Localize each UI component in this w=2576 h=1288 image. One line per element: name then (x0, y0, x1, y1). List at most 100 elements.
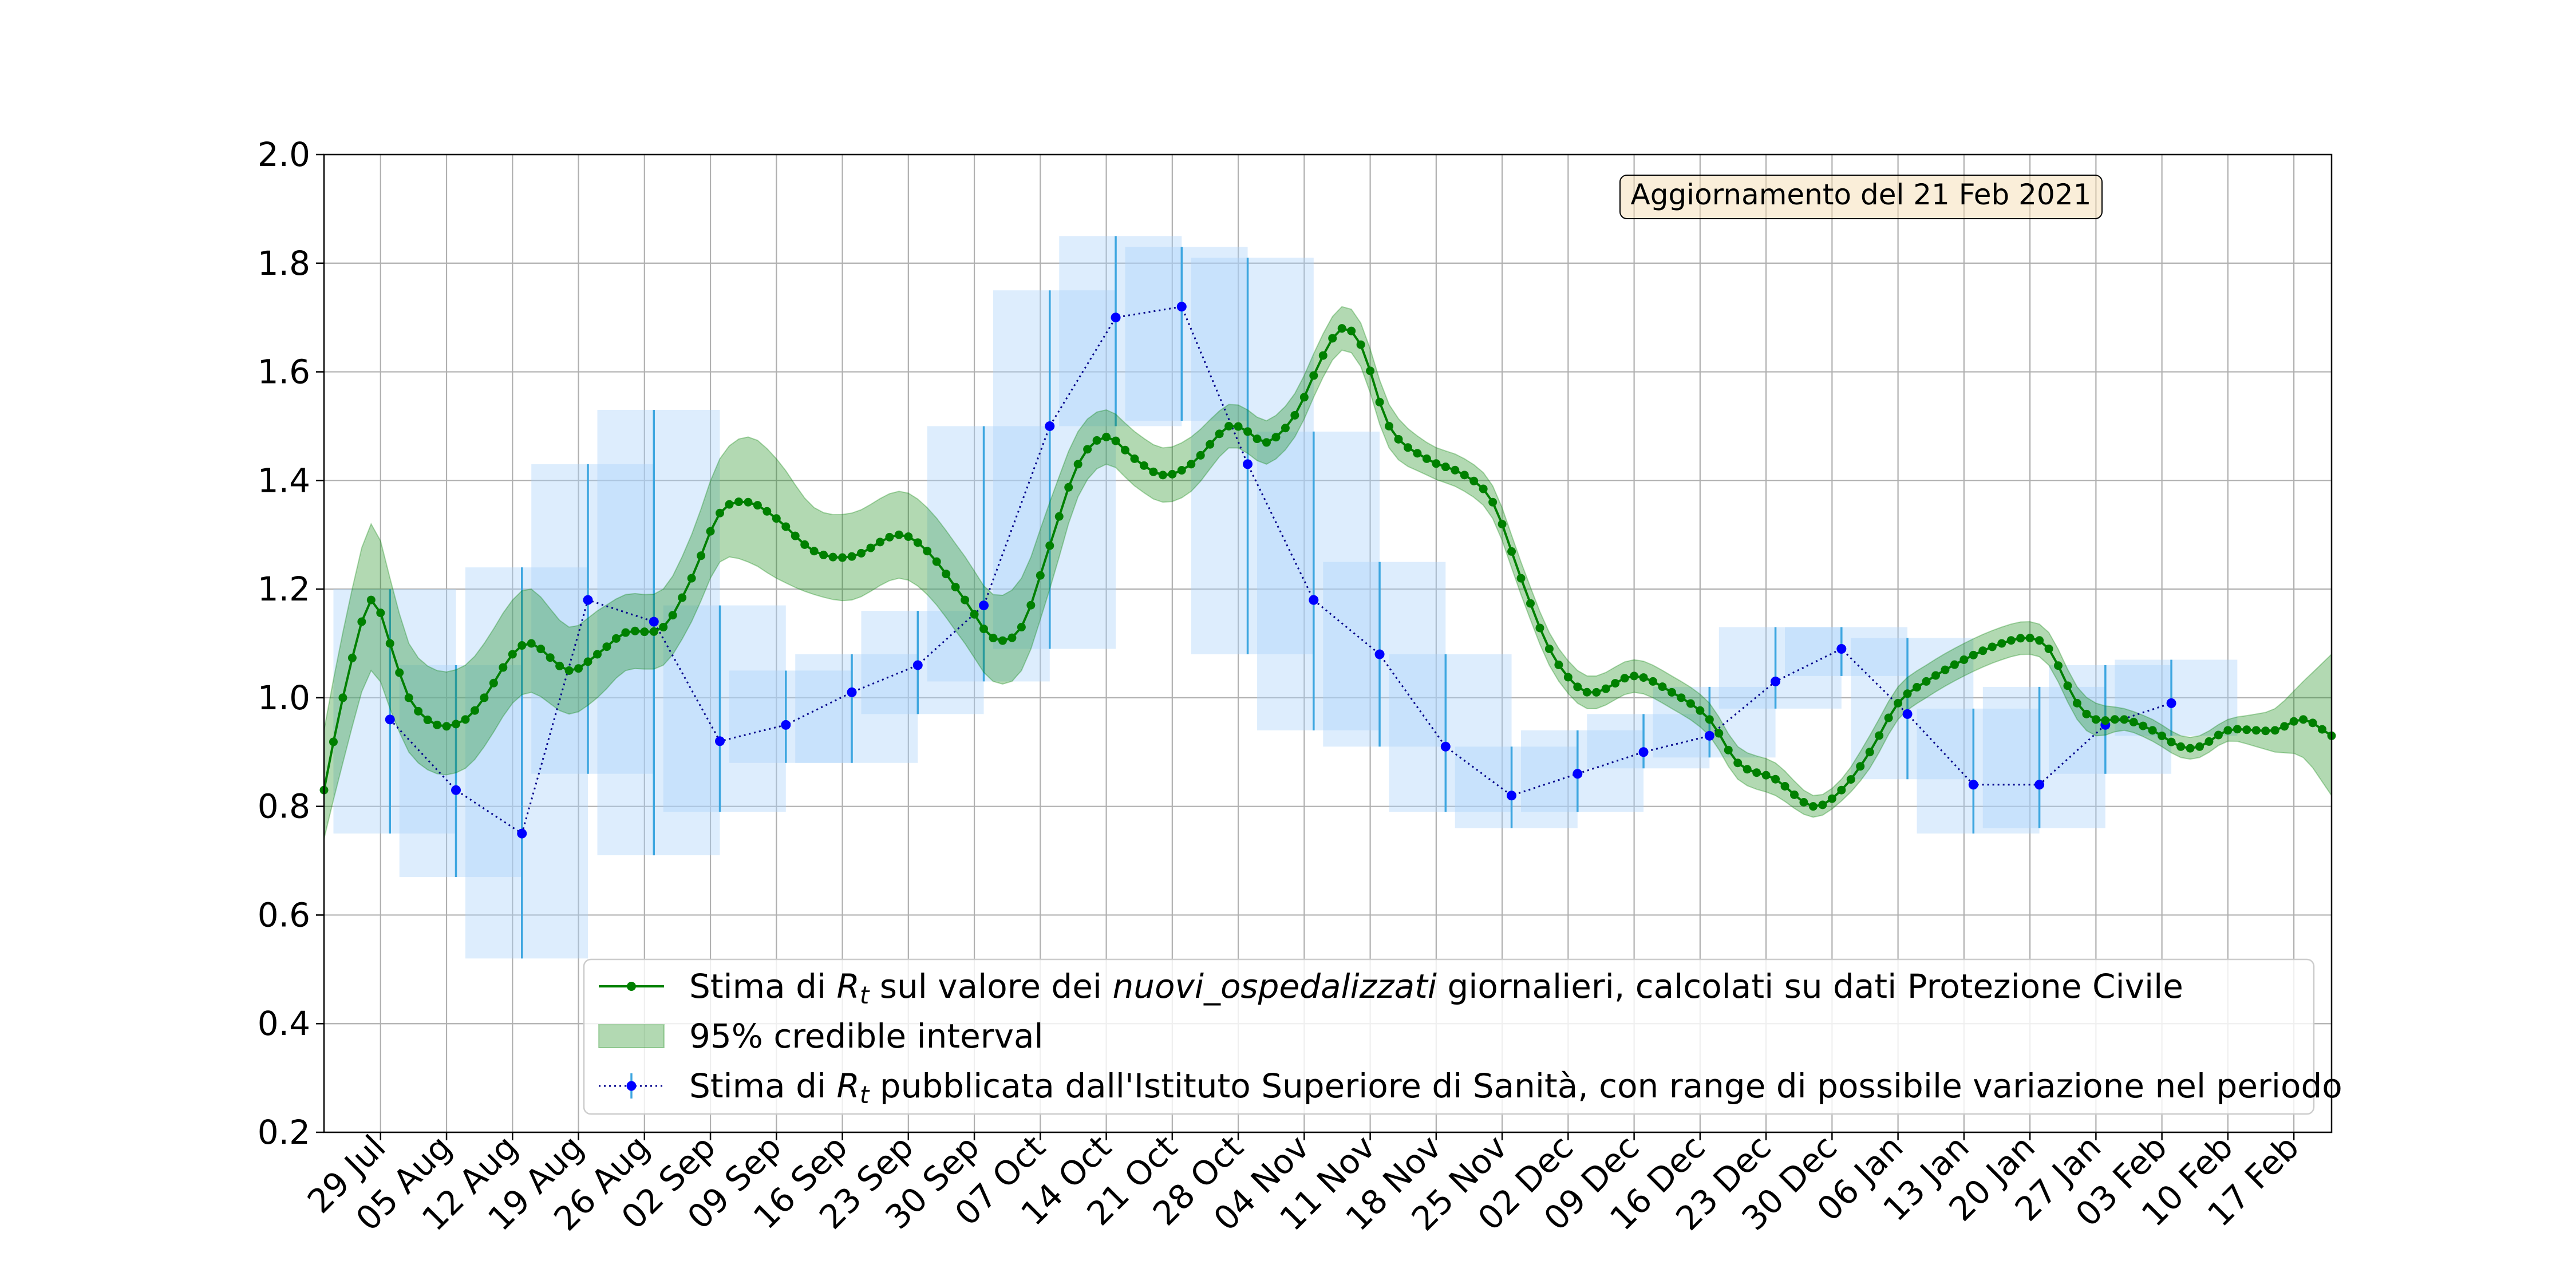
rt-hospital-series (319, 324, 2336, 811)
rt-point (904, 532, 913, 541)
rt-point (1752, 768, 1761, 777)
legend-label-part: Stima di (689, 967, 837, 1006)
rt-point (649, 627, 658, 636)
rt-point (1592, 688, 1601, 697)
rt-point (1658, 682, 1667, 692)
rt-point (2176, 742, 2186, 751)
y-tick-label: 1.0 (258, 678, 310, 717)
iss-point (1440, 741, 1451, 752)
rt-point (517, 641, 527, 650)
rt-point (2016, 634, 2025, 643)
iss-point (1638, 747, 1649, 757)
rt-point (1620, 674, 1629, 683)
rt-point (2299, 715, 2308, 724)
rt-point (1573, 682, 1582, 692)
y-tick-label: 0.6 (258, 895, 310, 934)
iss-period-box (1059, 236, 1182, 426)
rt-point (1601, 684, 1610, 693)
iss-period-box (465, 567, 588, 959)
iss-point (1771, 676, 1781, 686)
rt-point (1234, 422, 1243, 431)
rt-point (1224, 421, 1234, 430)
iss-series (385, 302, 2176, 839)
rt-point (1187, 460, 1196, 469)
rt-point (2318, 725, 2327, 734)
rt-point (1328, 334, 1337, 343)
rt-point (668, 611, 677, 620)
rt-point (1460, 471, 1469, 480)
rt-point (395, 668, 404, 677)
rt-point (1356, 340, 1365, 349)
y-tick-label: 2.0 (258, 135, 310, 174)
legend-label-part: R (837, 967, 860, 1006)
rt-point (1318, 351, 1327, 360)
rt-point (442, 722, 451, 731)
rt-point (357, 617, 366, 626)
iss-period-box (1785, 627, 1908, 676)
rt-point (1281, 424, 1290, 433)
rt-point (1582, 688, 1591, 697)
rt-point (1413, 449, 1422, 458)
rt-point (2006, 636, 2016, 645)
rt-point (1102, 432, 1111, 441)
rt-point (800, 540, 809, 549)
rt-point (932, 557, 941, 566)
iss-period-box (861, 611, 984, 714)
rt-point (1158, 471, 1167, 480)
rt-point (2223, 726, 2233, 735)
rt-point (1837, 785, 1846, 795)
rt-point (1488, 497, 1498, 507)
rt-point (1611, 679, 1620, 688)
rt-point (1253, 434, 1262, 444)
rt-point (1554, 660, 1563, 669)
rt-point (1083, 445, 1092, 454)
rt-point (998, 636, 1007, 645)
rt-point (1177, 466, 1186, 475)
rt-point (611, 634, 621, 643)
rt-point (1498, 520, 1507, 529)
rt-point (2158, 731, 2167, 740)
rt-point (1978, 646, 1988, 655)
rt-point (2054, 661, 2063, 670)
rt-point (951, 583, 960, 592)
legend-label-part: Stima di (689, 1066, 837, 1105)
rt-point (1337, 324, 1346, 333)
rt-point (1299, 393, 1309, 402)
iss-line (389, 306, 2172, 835)
rt-point (1865, 748, 1874, 757)
rt-point (828, 552, 837, 562)
iss-point (649, 617, 659, 627)
rt-point (1451, 465, 1460, 475)
rt-point (1045, 541, 1054, 550)
rt-point (2270, 726, 2279, 735)
rt-point (819, 550, 828, 559)
iss-period-box (531, 464, 654, 774)
rt-point (1375, 397, 1384, 406)
rt-point (697, 551, 706, 560)
iss-period-box (1521, 730, 1644, 812)
rt-point (1168, 469, 1177, 479)
legend-label-part: sul valore dei (869, 967, 1112, 1006)
legend-label-part: R (837, 1066, 860, 1105)
rt-point (1036, 571, 1045, 580)
rt-point (385, 639, 394, 648)
rt-point (1649, 677, 1658, 686)
rt-point (1017, 623, 1026, 632)
legend-label-part: giornalieri, calcolati su dati Protezion… (1437, 967, 2183, 1006)
rt-point (1743, 765, 1752, 774)
plot-frame (323, 153, 2333, 1133)
rt-point (1008, 633, 1017, 642)
rt-point (2261, 726, 2270, 736)
rt-point (1441, 463, 1450, 472)
rt-point (414, 706, 423, 716)
rt-point (1780, 781, 1789, 791)
rt-point (894, 530, 903, 539)
rt-point (1092, 436, 1101, 445)
legend-label: Stima di Rt pubblicata dall'Istituto Sup… (689, 1066, 2342, 1109)
iss-point (1573, 769, 1583, 779)
rt-point (452, 720, 461, 729)
rt-point (1516, 574, 1526, 583)
rt-point (1422, 454, 1431, 463)
rt-point (1856, 762, 1865, 771)
